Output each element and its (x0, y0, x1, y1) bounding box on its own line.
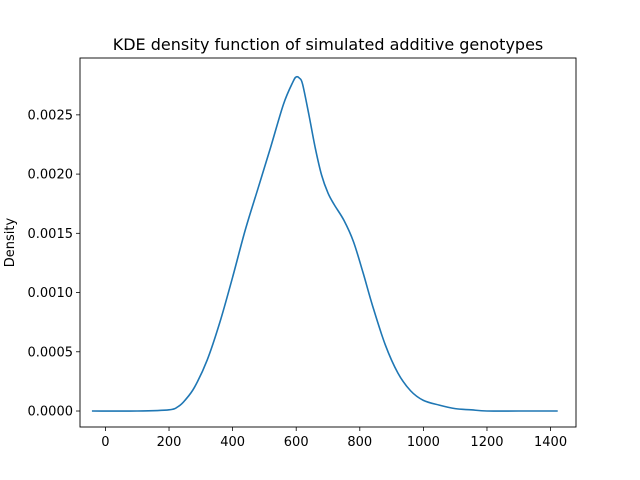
x-axis-ticks: 0 200 400 600 800 1000 1200 1400 (101, 427, 567, 450)
y-tick-label: 0.0005 (28, 345, 74, 360)
x-tick-label: 400 (220, 435, 245, 450)
chart-title: KDE density function of simulated additi… (113, 35, 544, 54)
x-tick-label: 0 (101, 435, 109, 450)
y-tick-label: 0.0025 (28, 108, 74, 123)
x-tick-label: 1200 (470, 435, 503, 450)
y-axis-label: Density (3, 217, 18, 267)
plot-area (80, 58, 576, 427)
x-tick-label: 200 (157, 435, 182, 450)
x-tick-label: 800 (347, 435, 372, 450)
y-tick-label: 0.0010 (28, 286, 74, 301)
density-series-line (91, 75, 558, 412)
x-tick-label: 1000 (407, 435, 440, 450)
plot-frame (79, 57, 577, 428)
y-tick-label: 0.0015 (28, 227, 74, 242)
y-axis-ticks: 0.0000 0.0005 0.0010 0.0015 0.0020 0.0025 (28, 108, 80, 420)
y-tick-label: 0.0000 (28, 405, 74, 420)
y-tick-label: 0.0020 (28, 168, 74, 183)
x-tick-label: 600 (284, 435, 309, 450)
x-tick-label: 1400 (534, 435, 567, 450)
